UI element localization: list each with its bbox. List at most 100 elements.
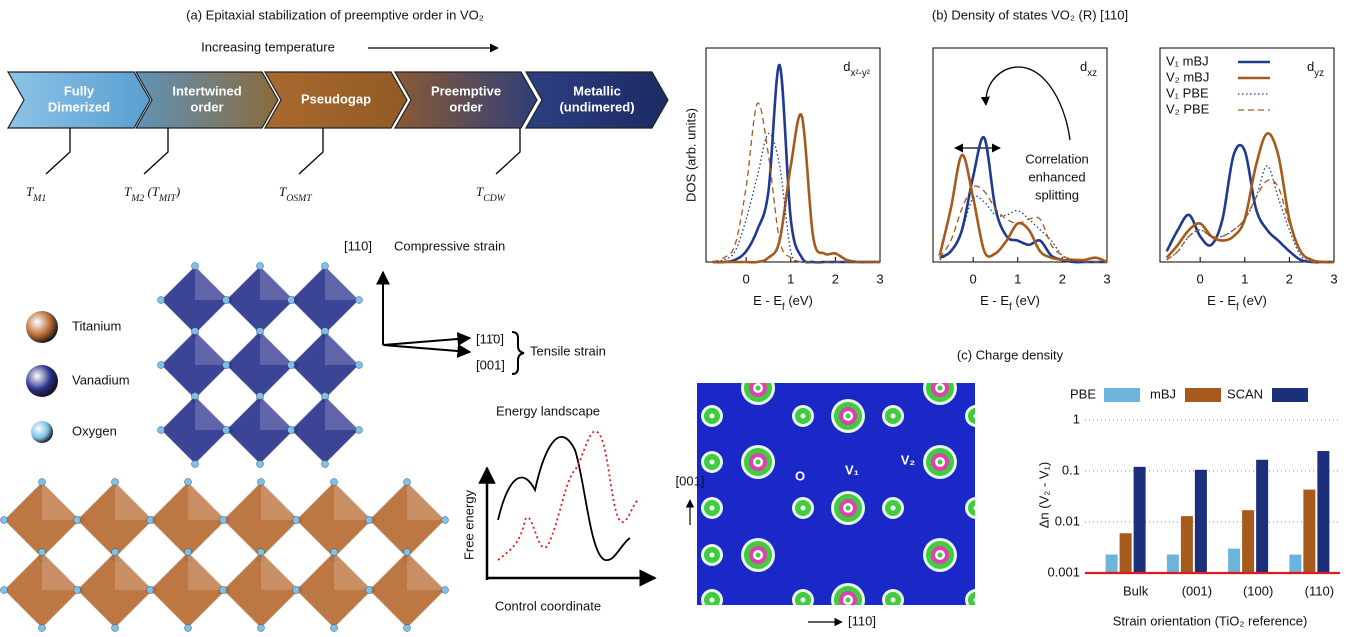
oxygen (1, 587, 8, 594)
atom-label: Vanadium (72, 372, 130, 387)
o-site (801, 598, 806, 603)
brace (512, 332, 524, 374)
x-axis-label: E - Ef (eV) (980, 293, 1040, 313)
atom-sphere (26, 365, 58, 397)
legend-label: mBJ (1150, 386, 1176, 401)
transition-label-part: M2 (130, 193, 144, 204)
orbital-label-part: xz (1087, 68, 1097, 79)
oxygen (220, 587, 227, 594)
transition-label: TOSMT (279, 184, 312, 204)
y-tick-label: 0.1 (1062, 462, 1080, 477)
o-site (974, 598, 979, 603)
legend-label: PBE (1070, 386, 1096, 401)
o-site (710, 460, 715, 465)
phase-label: Metallic (573, 83, 621, 98)
energy-ylabel: Free energy (461, 489, 476, 560)
oxygen (39, 549, 46, 556)
oxygen (158, 427, 165, 434)
transition-label: TM2 (TMIT) (124, 184, 180, 204)
oxygen (257, 328, 264, 335)
oxygen (158, 297, 165, 304)
x-axis-label: E - Ef (eV) (1207, 293, 1267, 313)
oxygen (147, 587, 154, 594)
x-axis-label: Strain orientation (TiO₂ reference) (1113, 613, 1308, 628)
oxygen (293, 587, 300, 594)
oxygen (192, 263, 199, 270)
o-site (968, 500, 984, 516)
oxygen (356, 362, 363, 369)
oxygen (442, 587, 449, 594)
o-site (974, 414, 979, 419)
oxygen (185, 479, 192, 486)
phase-label: (undimered) (559, 99, 634, 114)
x-axis-label-part: E - E (980, 293, 1009, 308)
axis-label: [110] (848, 613, 876, 628)
octahedron-face (260, 396, 294, 430)
octahedron-face (261, 552, 299, 590)
o-site (968, 592, 984, 608)
oxygen (147, 517, 154, 524)
phase-label: order (190, 99, 223, 114)
legend-label: V₂ PBE (1166, 101, 1210, 116)
legend-label: V₁ mBJ (1166, 53, 1209, 68)
octahedron-face (261, 482, 299, 520)
bar (1317, 451, 1329, 573)
x-tick-label: 3 (1330, 271, 1337, 286)
page: {"panel_a":{"title":"(a) Epitaxial stabi… (0, 0, 1372, 637)
atom-label: Oxygen (72, 423, 117, 438)
site-label: V₁ (845, 462, 859, 477)
oxygen (258, 549, 265, 556)
x-tick-label: 1 (787, 271, 794, 286)
octahedron-face (407, 482, 445, 520)
o-site (968, 408, 984, 424)
y-axis-label: DOS (arb. units) (683, 108, 698, 202)
x-tick-label: 0 (743, 271, 750, 286)
oxygen (258, 625, 265, 632)
axis-label: [001] (676, 473, 705, 488)
legend-label: SCAN (1227, 386, 1263, 401)
orbital-label: dx²-y² (843, 59, 870, 79)
bar (1181, 516, 1193, 573)
oxygen (293, 517, 300, 524)
oxygen (356, 297, 363, 304)
axis-label: [11̄0] (476, 331, 504, 346)
oxygen (288, 362, 295, 369)
oxygen (257, 393, 264, 400)
o-site (891, 598, 896, 603)
o-site (974, 506, 979, 511)
energy-xlabel: Control coordinate (495, 598, 601, 613)
phase-label: Intertwined (172, 83, 241, 98)
transition-label-part: ) (175, 184, 180, 199)
x-tick-label: 0 (970, 271, 977, 286)
oxygen (331, 479, 338, 486)
octahedron-face (195, 266, 229, 300)
x-axis-label-part: (eV) (785, 293, 813, 308)
bar (1228, 549, 1240, 573)
x-tick-label: 2 (1286, 271, 1293, 286)
oxygen (288, 427, 295, 434)
oxygen (322, 328, 329, 335)
energy-curve-strained (498, 431, 638, 560)
o-site (710, 553, 715, 558)
v-site (938, 460, 943, 465)
oxygen (74, 587, 81, 594)
oxygen (257, 461, 264, 468)
legend-swatch (1185, 388, 1221, 402)
legend-label: V₂ mBJ (1166, 69, 1209, 84)
x-tick-label: 1 (1014, 271, 1021, 286)
y-tick-label: 1 (1073, 411, 1080, 426)
x-axis-label-part: (eV) (1239, 293, 1267, 308)
oxygen (39, 625, 46, 632)
legend-swatch (1272, 388, 1308, 402)
transition-line (46, 128, 70, 174)
o-site (710, 506, 715, 511)
tensile-arrow (383, 345, 470, 352)
v-site (938, 553, 943, 558)
oxygen (185, 549, 192, 556)
bar (1256, 460, 1268, 573)
tensile-arrow (383, 338, 470, 345)
transition-line (144, 128, 168, 174)
transition-label-part: (T (144, 184, 160, 199)
temperature-label: Increasing temperature (201, 39, 335, 54)
panel-title: (a) Epitaxial stabilization of preemptiv… (186, 7, 484, 22)
